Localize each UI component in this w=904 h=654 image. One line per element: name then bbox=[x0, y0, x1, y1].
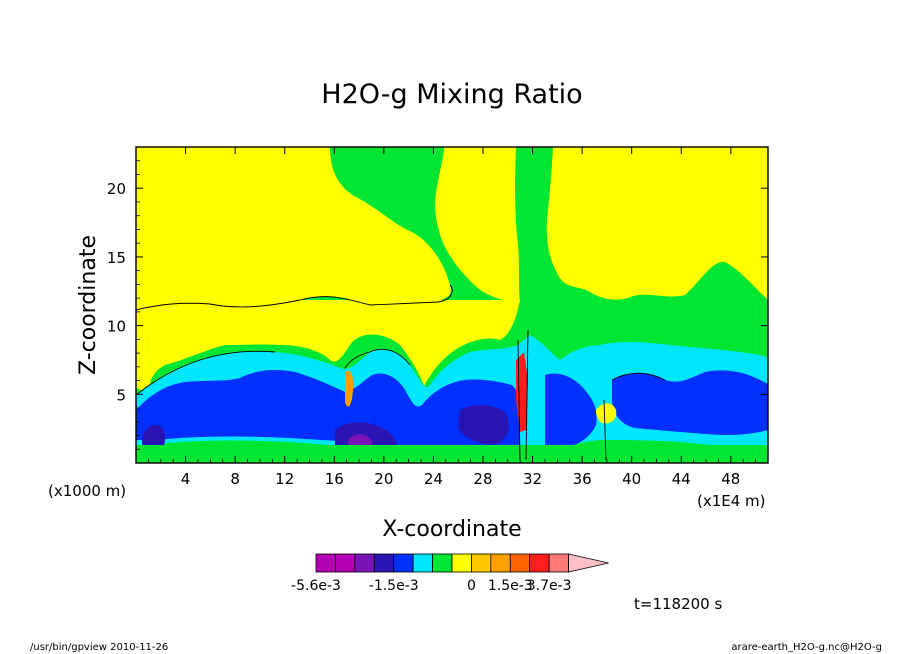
colorbar-swatch bbox=[548, 553, 569, 573]
colorbar-swatch bbox=[471, 553, 492, 573]
x-axis-ticks: 4 8 12 16 20 24 28 32 36 40 44 48 bbox=[147, 147, 757, 488]
x-unit-left: (x1000 m) bbox=[48, 482, 126, 500]
x-tick-label: 4 bbox=[181, 470, 191, 488]
upper-green-plume bbox=[519, 147, 553, 300]
navy-patch-3 bbox=[458, 404, 510, 445]
colorbar-arrow bbox=[568, 553, 609, 573]
colorbar-swatch bbox=[335, 553, 356, 573]
y-tick-label: 20 bbox=[107, 180, 126, 198]
colorbar-swatch bbox=[432, 553, 453, 573]
contour-lines bbox=[136, 284, 666, 461]
y-tick-label: 5 bbox=[116, 386, 126, 404]
time-label: t=118200 s bbox=[634, 595, 722, 613]
yellow-band-left bbox=[136, 310, 151, 392]
upper-yellow-region-far-right bbox=[546, 147, 768, 300]
colorbar-swatch bbox=[354, 553, 375, 573]
y-axis-ticks: 5 10 15 20 bbox=[107, 160, 768, 450]
orange-spot bbox=[345, 370, 354, 407]
colorbar-swatch bbox=[529, 553, 550, 573]
colorbar-swatch bbox=[412, 553, 433, 573]
footer-right: arare-earth_H2O-g.nc@H2O-g bbox=[731, 642, 882, 653]
x-tick-label: 24 bbox=[424, 470, 443, 488]
colorbar-swatch bbox=[373, 553, 395, 573]
blue-band-right bbox=[545, 373, 597, 448]
x-tick-label: 32 bbox=[523, 470, 542, 488]
contour-field bbox=[136, 147, 768, 463]
colorbar-label: 1.5e-3 bbox=[488, 578, 533, 594]
upper-yellow-region bbox=[136, 147, 451, 310]
x-tick-label: 48 bbox=[721, 470, 740, 488]
colorbar-label: -5.6e-3 bbox=[291, 578, 341, 594]
colorbar-label: 0 bbox=[467, 578, 476, 594]
x-tick-label: 20 bbox=[374, 470, 393, 488]
x-tick-label: 28 bbox=[473, 470, 492, 488]
colorbar-swatch bbox=[393, 553, 414, 573]
x-unit-right: (x1E4 m) bbox=[697, 492, 766, 510]
footer-left: /usr/bin/gpview 2010-11-26 bbox=[30, 642, 168, 653]
chart-title: H2O-g Mixing Ratio bbox=[321, 79, 582, 110]
yellow-spot bbox=[596, 403, 617, 424]
upper-yellow-region-right bbox=[435, 147, 520, 303]
colorbar-swatch bbox=[315, 553, 336, 573]
x-tick-label: 44 bbox=[672, 470, 691, 488]
x-tick-label: 36 bbox=[573, 470, 592, 488]
colorbar-swatch bbox=[490, 553, 511, 573]
colorbar-swatch bbox=[509, 553, 531, 573]
blue-band bbox=[136, 370, 520, 445]
colorbar-label: 3.7e-3 bbox=[527, 578, 572, 594]
colorbar: -5.6e-3 -1.5e-3 0 1.5e-33.7e-3 bbox=[291, 553, 609, 594]
x-axis-label: X-coordinate bbox=[382, 517, 521, 542]
y-tick-label: 10 bbox=[107, 318, 126, 336]
x-tick-label: 12 bbox=[275, 470, 294, 488]
x-tick-label: 8 bbox=[230, 470, 240, 488]
y-tick-label: 15 bbox=[107, 249, 126, 267]
yellow-band-mid bbox=[136, 300, 520, 386]
y-axis-label: Z-coordinate bbox=[76, 235, 101, 375]
colorbar-swatch bbox=[451, 553, 472, 573]
x-tick-label: 40 bbox=[622, 470, 641, 488]
blue-band-far-right bbox=[612, 370, 768, 435]
lower-green-band bbox=[136, 445, 768, 463]
x-tick-label: 16 bbox=[325, 470, 344, 488]
plot-frame bbox=[135, 146, 769, 464]
colorbar-label: -1.5e-3 bbox=[369, 578, 419, 594]
